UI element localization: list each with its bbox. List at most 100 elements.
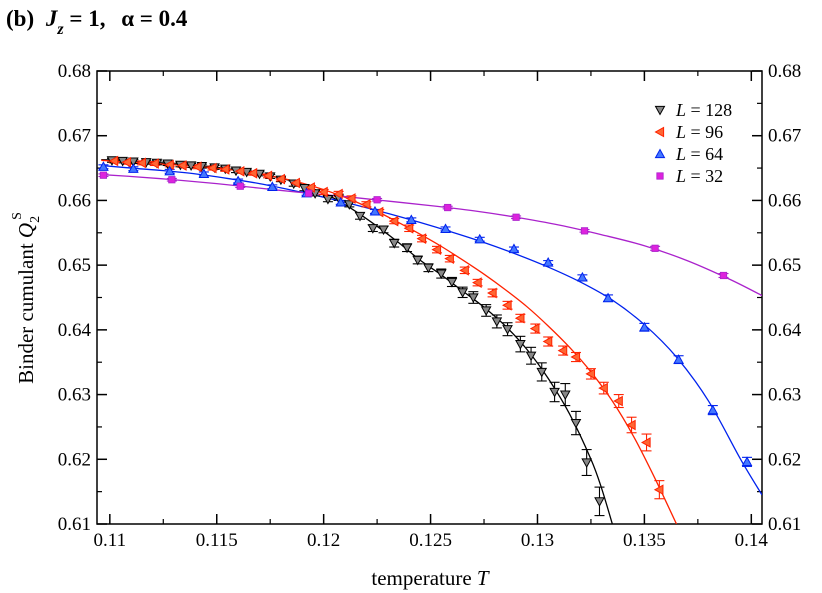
- data-point: [98, 161, 109, 171]
- data-point: [514, 312, 525, 324]
- data-point: [266, 181, 278, 191]
- data-point: [502, 325, 513, 335]
- data-point: [333, 188, 343, 200]
- x-tick-label: 0.135: [623, 530, 666, 551]
- legend-entry-2: L = 64: [675, 144, 723, 164]
- data-point: [570, 351, 581, 363]
- legend-marker: [654, 148, 666, 159]
- legend-entry-1: L = 96: [675, 122, 723, 142]
- data-point: [491, 317, 503, 327]
- data-point: [168, 176, 176, 184]
- data-point: [444, 253, 454, 265]
- y-tick-label-left: 0.62: [58, 449, 91, 470]
- data-point: [401, 243, 413, 254]
- fit-curves: [101, 159, 762, 524]
- legend-value: = 128: [686, 100, 732, 120]
- data-point: [423, 263, 434, 274]
- data-point: [149, 158, 159, 169]
- x-tick-label: 0.12: [307, 530, 340, 551]
- data-point: [613, 395, 623, 407]
- data-point: [345, 193, 356, 204]
- fit-curve-2: [101, 164, 762, 496]
- data-point: [542, 257, 554, 267]
- data-markers: [98, 155, 753, 507]
- legend-var: L: [675, 100, 686, 120]
- data-point: [343, 200, 355, 210]
- data-point: [403, 222, 414, 234]
- data-point: [275, 173, 285, 185]
- data-point: [378, 225, 389, 236]
- data-point: [487, 287, 497, 299]
- data-point: [594, 497, 605, 507]
- data-point: [585, 368, 596, 380]
- data-point: [388, 215, 399, 227]
- data-point: [559, 390, 571, 401]
- data-point: [515, 339, 526, 350]
- x-tick-label: 0.14: [735, 530, 769, 551]
- data-point: [639, 321, 650, 332]
- data-point: [405, 214, 417, 224]
- y-tick-label-left: 0.64: [58, 320, 92, 341]
- legend-value: = 96: [686, 122, 723, 142]
- data-point: [236, 182, 244, 190]
- legend-marker: [656, 172, 664, 180]
- legend-marker: [654, 126, 665, 138]
- y-tick-label-right: 0.68: [768, 61, 801, 82]
- y-tick-label-left: 0.65: [58, 255, 91, 276]
- y-tick-label-right: 0.67: [768, 126, 801, 147]
- data-point: [474, 233, 486, 244]
- data-point: [444, 203, 452, 212]
- data-point: [457, 288, 468, 298]
- legend-entry-3: L = 32: [675, 166, 723, 186]
- x-tick-label: 0.115: [196, 530, 238, 551]
- data-point: [557, 345, 568, 356]
- data-point: [626, 419, 636, 431]
- y-tick-label-left: 0.61: [58, 514, 91, 535]
- title-panel: (b): [6, 6, 34, 31]
- data-point: [641, 437, 651, 448]
- data-point: [502, 299, 512, 311]
- legend-entry-0: L = 128: [675, 100, 732, 120]
- data-point: [741, 456, 753, 466]
- legend-var: L: [675, 122, 686, 142]
- data-point: [262, 170, 273, 182]
- data-point: [198, 168, 210, 178]
- title-alpha: α = 0.4: [121, 6, 188, 31]
- data-point: [416, 233, 427, 244]
- error-bars: [98, 157, 753, 517]
- x-tick-label: 0.125: [409, 530, 452, 551]
- y-tick-label-left: 0.68: [58, 61, 91, 82]
- y-axis-label: Binder cumulant Q2S: [10, 212, 43, 384]
- data-point: [290, 177, 300, 189]
- data-point: [254, 169, 265, 180]
- data-point: [602, 292, 614, 303]
- legend-var: L: [675, 166, 686, 186]
- y-axis-label-text: Binder cumulant: [14, 243, 38, 384]
- data-point: [536, 367, 548, 378]
- title-jz-value: = 1,: [64, 6, 106, 31]
- data-point: [164, 165, 176, 176]
- data-point: [707, 404, 719, 415]
- data-point: [598, 382, 608, 394]
- y-axis-label-var: Q: [14, 223, 38, 238]
- data-point: [373, 196, 381, 204]
- data-point: [241, 167, 253, 178]
- x-tick-label: 0.11: [94, 530, 127, 551]
- y-tick-label-left: 0.66: [58, 190, 91, 211]
- legend-var: L: [675, 144, 686, 164]
- data-point: [99, 171, 108, 179]
- fit-curve-1: [101, 159, 678, 524]
- data-point: [369, 205, 381, 216]
- data-point: [191, 161, 202, 173]
- data-point: [580, 227, 589, 235]
- data-point: [367, 224, 379, 234]
- data-point: [206, 162, 217, 174]
- chart-title: (b) Jz = 1, α = 0.4: [6, 6, 188, 38]
- data-point: [234, 165, 245, 177]
- data-point: [431, 244, 442, 255]
- y-tick-label-left: 0.67: [58, 126, 91, 147]
- ticks-layer: 0.11 0.115 0.12 0.125 0.13 0.135 0.140.61 0.610…: [58, 61, 802, 551]
- data-point: [480, 306, 492, 316]
